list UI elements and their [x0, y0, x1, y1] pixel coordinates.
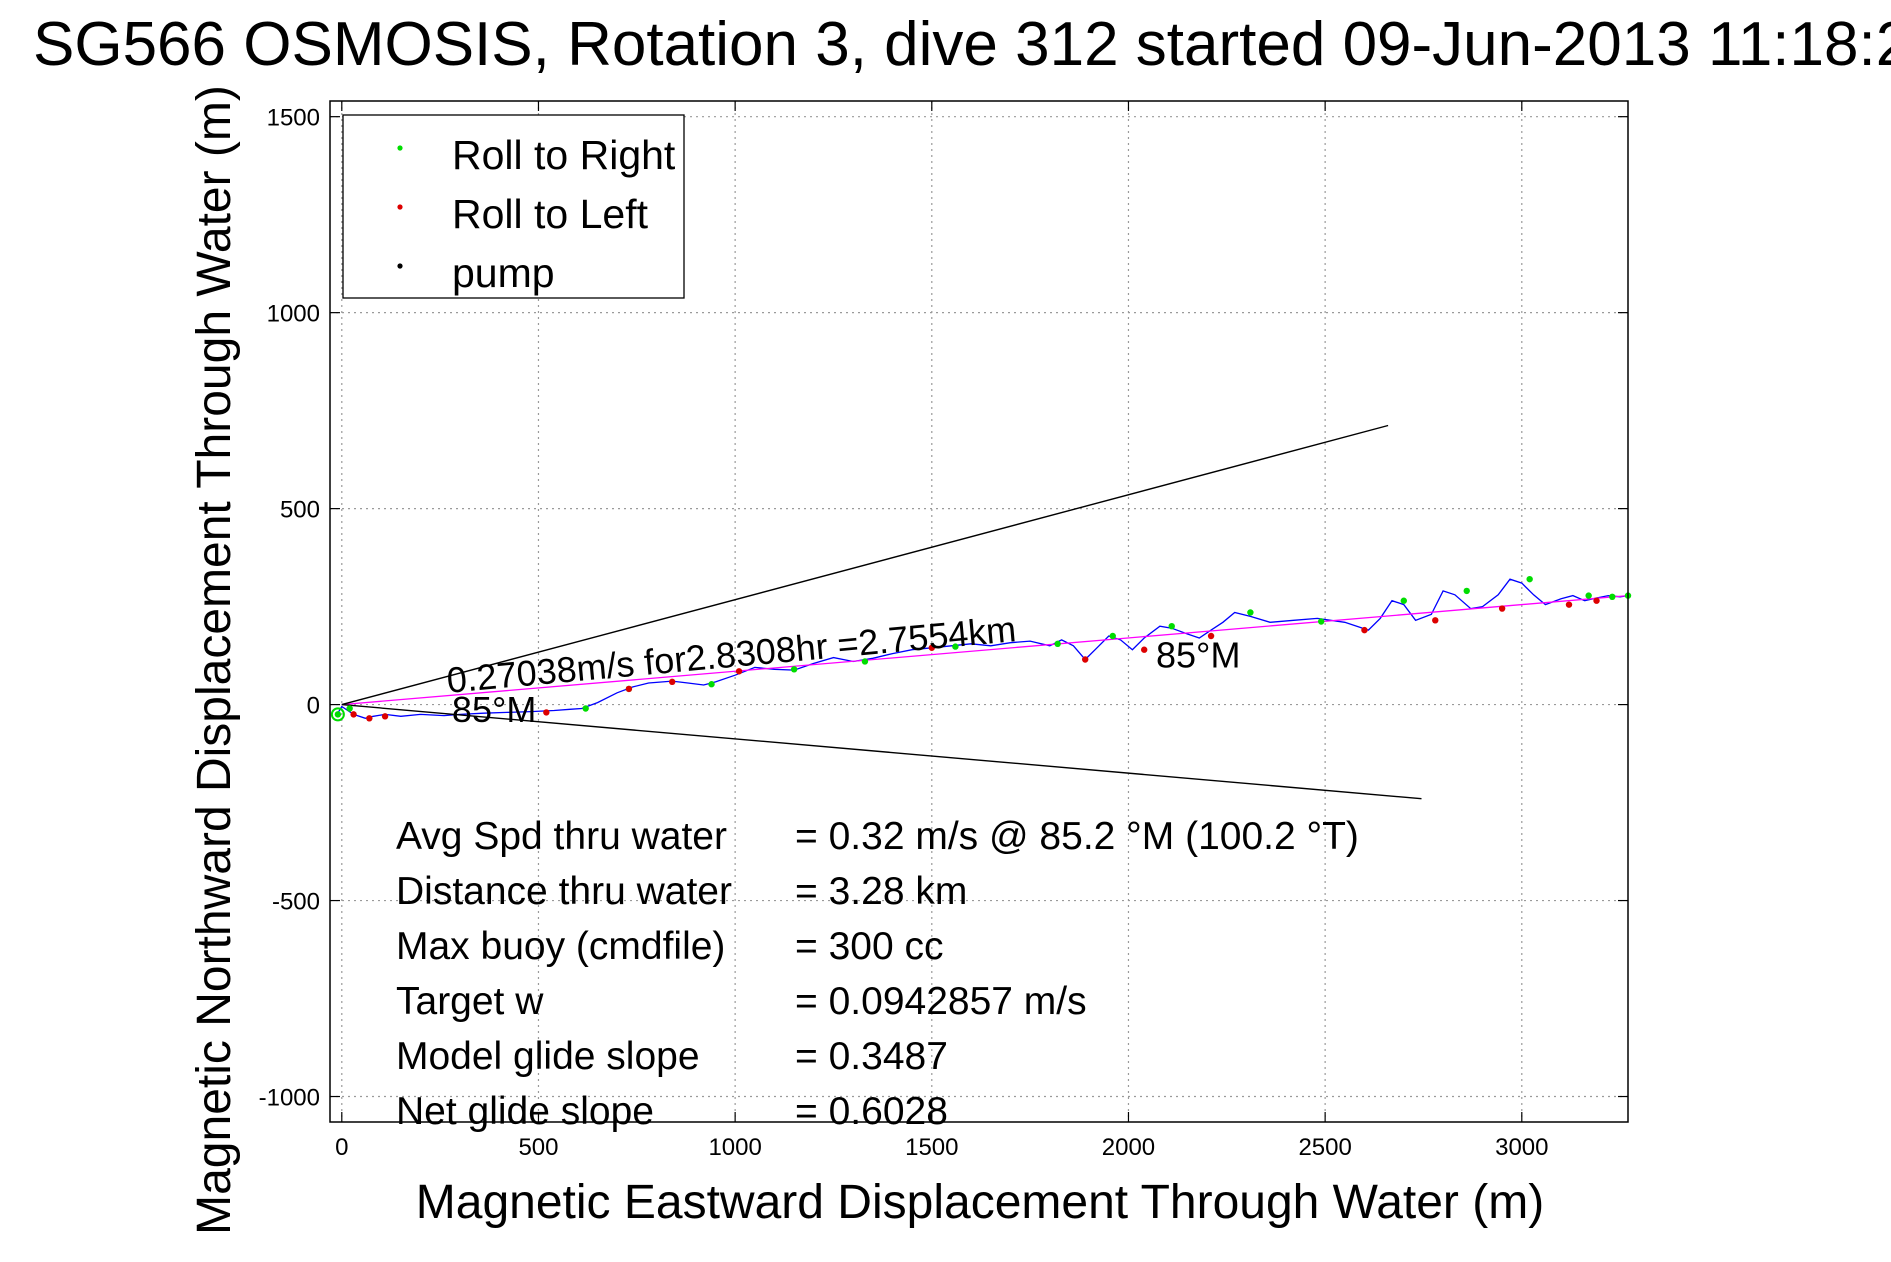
y-tick-label: -1000 — [259, 1085, 320, 1112]
legend-marker-roll-to-left — [397, 204, 403, 210]
roll-to-left-point — [928, 644, 935, 651]
roll-to-left-point — [1361, 626, 1368, 634]
roll-to-right-point — [861, 658, 869, 665]
roll-to-left-point — [381, 713, 389, 720]
x-tick-label: 3000 — [1495, 1134, 1548, 1161]
start-marker — [330, 707, 345, 722]
legend-label-pump: pump — [452, 250, 555, 296]
roll-to-right-point — [1247, 609, 1254, 616]
stats-layer: Avg Spd thru water = 0.32 m/s @ 85.2 °M (… — [396, 815, 1359, 1133]
roll-to-left-point — [1207, 632, 1215, 640]
roll-to-right-point — [1318, 618, 1325, 625]
points-layer — [330, 575, 1632, 722]
chart-title: SG566 OSMOSIS, Rotation 3, dive 312 star… — [33, 10, 1891, 79]
stat-value: = 0.3487 — [795, 1035, 948, 1078]
stat-value: = 0.0942857 m/s — [795, 980, 1087, 1023]
stat-label: Model glide slope — [396, 1035, 700, 1078]
y-axis-label: Magnetic Northward Displacement Through … — [188, 85, 241, 1235]
x-tick-label: 500 — [518, 1134, 558, 1161]
roll-to-right-point — [1168, 622, 1175, 630]
y-tick-label: 1000 — [267, 301, 320, 328]
roll-to-right-point — [1054, 640, 1061, 648]
roll-to-right-point — [1109, 632, 1116, 640]
y-tick-label: -500 — [272, 889, 320, 916]
roll-to-left-point — [366, 715, 373, 722]
stat-value: = 3.28 km — [795, 870, 967, 913]
legend: Roll to Right Roll to Left pump — [342, 114, 685, 299]
roll-to-right-point — [1609, 593, 1616, 601]
roll-to-right-point — [708, 681, 715, 688]
roll-to-right-point — [346, 705, 353, 712]
roll-to-left-point — [1593, 597, 1600, 604]
stat-value: = 300 cc — [795, 925, 944, 968]
roll-to-right-point — [1400, 597, 1408, 604]
x-tick-label: 2500 — [1298, 1134, 1351, 1161]
roll-to-left-point — [1082, 656, 1089, 663]
y-tick-label: 500 — [280, 497, 320, 524]
roll-to-left-point — [1432, 617, 1439, 624]
roll-to-left-point — [1141, 646, 1148, 653]
annotation-label: 85°M — [452, 689, 536, 730]
stat-label: Avg Spd thru water — [396, 815, 727, 858]
annotation-label: 85°M — [1156, 634, 1240, 675]
fit-line — [341, 594, 1629, 706]
roll-to-right-point — [1463, 587, 1470, 595]
y-tick-label: 1500 — [267, 105, 320, 132]
stat-label: Net glide slope — [396, 1090, 654, 1133]
legend-marker-pump — [397, 263, 403, 269]
stat-label: Max buoy (cmdfile) — [396, 925, 725, 968]
roll-to-left-point — [543, 709, 550, 716]
ticks-layer: 0 500 1000 1500 2000 2500 3000 -1000 -500 0 500 100… — [259, 101, 1628, 1161]
roll-to-right-point — [790, 666, 798, 673]
stat-value: = 0.32 m/s @ 85.2 °M (100.2 °T) — [795, 815, 1359, 858]
y-tick-label: 0 — [307, 693, 320, 720]
legend-label-roll-to-left: Roll to Left — [452, 191, 649, 237]
roll-to-left-point — [350, 711, 357, 718]
roll-to-right-point — [582, 705, 589, 712]
roll-to-right-point — [1585, 592, 1592, 599]
roll-to-left-point — [1565, 601, 1573, 608]
roll-to-right-point — [952, 643, 959, 650]
legend-marker-roll-to-right — [397, 145, 403, 151]
cone-line — [341, 424, 1389, 706]
roll-to-left-point — [625, 685, 633, 693]
roll-to-left-point — [1498, 605, 1506, 612]
roll-to-right-point — [334, 711, 342, 718]
lines-layer — [335, 424, 1629, 800]
x-tick-label: 1500 — [905, 1134, 958, 1161]
x-axis-label: Magnetic Eastward Displacement Through W… — [416, 1176, 1544, 1229]
stat-value: = 0.6028 — [795, 1090, 948, 1133]
plot-frame — [329, 100, 1629, 1123]
roll-to-left-point — [735, 668, 743, 675]
stat-label: Target w — [396, 980, 544, 1023]
legend-label-roll-to-right: Roll to Right — [452, 132, 676, 178]
roll-to-left-point — [669, 678, 676, 686]
cone-line — [341, 703, 1422, 800]
grid-layer — [330, 101, 1628, 1122]
track-line — [335, 578, 1629, 719]
x-tick-label: 1000 — [708, 1134, 761, 1161]
stat-label: Distance thru water — [396, 870, 732, 913]
roll-to-right-point — [1526, 575, 1533, 583]
x-tick-label: 2000 — [1102, 1134, 1155, 1161]
x-tick-label: 0 — [335, 1134, 348, 1161]
